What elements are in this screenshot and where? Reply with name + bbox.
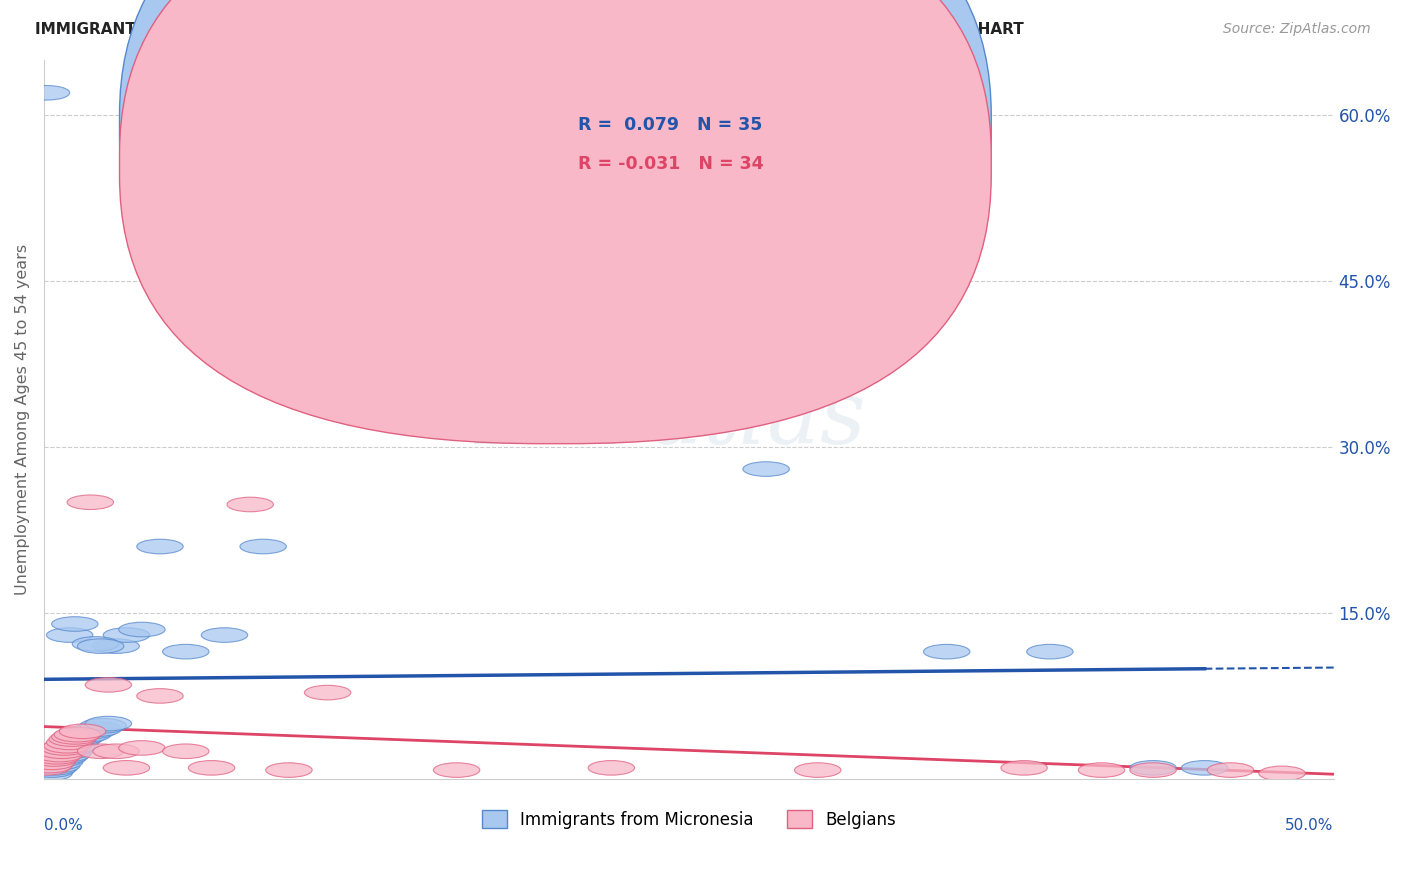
Ellipse shape bbox=[52, 730, 98, 744]
Ellipse shape bbox=[37, 747, 83, 762]
Ellipse shape bbox=[1258, 766, 1305, 780]
Ellipse shape bbox=[41, 740, 87, 756]
Ellipse shape bbox=[80, 719, 127, 733]
Ellipse shape bbox=[34, 758, 80, 773]
Ellipse shape bbox=[59, 724, 105, 739]
Ellipse shape bbox=[46, 735, 93, 749]
Y-axis label: Unemployment Among Ages 45 to 54 years: Unemployment Among Ages 45 to 54 years bbox=[15, 244, 30, 595]
Ellipse shape bbox=[305, 685, 352, 700]
Ellipse shape bbox=[52, 739, 98, 753]
Ellipse shape bbox=[136, 540, 183, 554]
Text: IMMIGRANTS FROM MICRONESIA VS BELGIAN UNEMPLOYMENT AMONG AGES 45 TO 54 YEARS COR: IMMIGRANTS FROM MICRONESIA VS BELGIAN UN… bbox=[35, 22, 1024, 37]
Ellipse shape bbox=[49, 731, 96, 747]
Ellipse shape bbox=[34, 749, 80, 764]
Ellipse shape bbox=[118, 740, 165, 756]
Ellipse shape bbox=[46, 744, 93, 758]
Ellipse shape bbox=[86, 678, 132, 692]
Ellipse shape bbox=[1208, 763, 1254, 777]
Ellipse shape bbox=[794, 763, 841, 777]
Ellipse shape bbox=[77, 639, 124, 654]
Legend: Immigrants from Micronesia, Belgians: Immigrants from Micronesia, Belgians bbox=[475, 804, 903, 835]
Ellipse shape bbox=[93, 639, 139, 654]
Ellipse shape bbox=[201, 628, 247, 642]
Ellipse shape bbox=[588, 761, 634, 775]
Ellipse shape bbox=[31, 752, 77, 766]
Ellipse shape bbox=[136, 689, 183, 703]
Ellipse shape bbox=[70, 724, 117, 739]
Ellipse shape bbox=[1181, 761, 1227, 775]
Ellipse shape bbox=[93, 744, 139, 758]
Ellipse shape bbox=[163, 644, 209, 659]
Ellipse shape bbox=[1001, 761, 1047, 775]
Ellipse shape bbox=[1130, 763, 1177, 777]
Text: ZIP: ZIP bbox=[477, 376, 650, 463]
Ellipse shape bbox=[266, 763, 312, 777]
Ellipse shape bbox=[163, 744, 209, 758]
Ellipse shape bbox=[118, 623, 165, 637]
Ellipse shape bbox=[25, 766, 72, 780]
Ellipse shape bbox=[77, 744, 124, 758]
Ellipse shape bbox=[65, 727, 111, 742]
Ellipse shape bbox=[46, 628, 93, 642]
Ellipse shape bbox=[25, 758, 72, 773]
Ellipse shape bbox=[55, 733, 101, 747]
Ellipse shape bbox=[240, 540, 287, 554]
Ellipse shape bbox=[67, 495, 114, 509]
Ellipse shape bbox=[49, 740, 96, 756]
Ellipse shape bbox=[1078, 763, 1125, 777]
Ellipse shape bbox=[226, 497, 273, 512]
Text: 50.0%: 50.0% bbox=[1285, 819, 1334, 833]
Ellipse shape bbox=[39, 752, 86, 766]
Ellipse shape bbox=[28, 755, 75, 770]
Ellipse shape bbox=[31, 761, 77, 775]
Text: R =  0.079   N = 35: R = 0.079 N = 35 bbox=[578, 116, 762, 134]
Text: 0.0%: 0.0% bbox=[44, 819, 83, 833]
Ellipse shape bbox=[24, 86, 70, 100]
Text: R = -0.031   N = 34: R = -0.031 N = 34 bbox=[578, 155, 763, 173]
Ellipse shape bbox=[72, 637, 118, 651]
Ellipse shape bbox=[52, 616, 98, 632]
Ellipse shape bbox=[44, 739, 90, 753]
Ellipse shape bbox=[1026, 644, 1073, 659]
Ellipse shape bbox=[188, 761, 235, 775]
Ellipse shape bbox=[75, 722, 121, 737]
Ellipse shape bbox=[103, 761, 149, 775]
Ellipse shape bbox=[1130, 761, 1177, 775]
Ellipse shape bbox=[59, 730, 105, 744]
Ellipse shape bbox=[28, 763, 75, 777]
Ellipse shape bbox=[924, 644, 970, 659]
Ellipse shape bbox=[103, 628, 149, 642]
Ellipse shape bbox=[37, 755, 83, 770]
Ellipse shape bbox=[742, 462, 789, 476]
Ellipse shape bbox=[55, 727, 101, 742]
Ellipse shape bbox=[86, 716, 132, 731]
Ellipse shape bbox=[41, 749, 87, 764]
Ellipse shape bbox=[24, 761, 70, 775]
Text: atlas: atlas bbox=[650, 376, 866, 463]
Ellipse shape bbox=[44, 747, 90, 762]
Ellipse shape bbox=[433, 763, 479, 777]
Ellipse shape bbox=[39, 744, 86, 758]
Text: Source: ZipAtlas.com: Source: ZipAtlas.com bbox=[1223, 22, 1371, 37]
